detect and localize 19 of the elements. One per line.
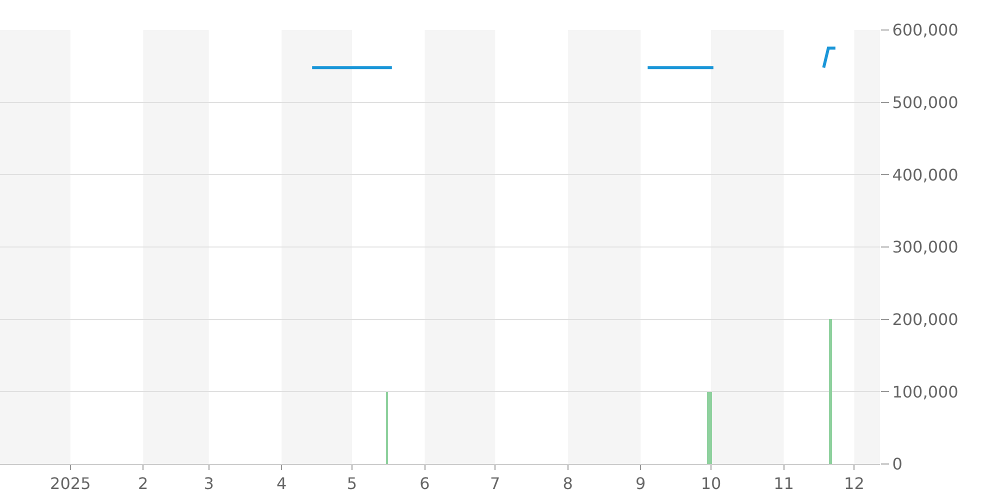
x-tick-label: 9 xyxy=(636,474,646,494)
y-tick-label: 600,000 xyxy=(892,20,958,40)
x-tick-label: 2025 xyxy=(50,474,91,494)
x-tick-label: 6 xyxy=(420,474,430,494)
x-tick-label: 11 xyxy=(774,474,794,494)
x-tick-label: 10 xyxy=(700,474,722,494)
x-tick-label: 7 xyxy=(490,474,500,494)
y-tick-label: 400,000 xyxy=(892,165,958,184)
x-tick-label: 3 xyxy=(204,474,214,494)
x-tick-label: 2 xyxy=(138,474,148,494)
x-tick-label: 4 xyxy=(276,474,287,494)
x-tick-label: 8 xyxy=(562,474,573,494)
y-tick-label: 300,000 xyxy=(892,238,958,257)
y-tick-label: 200,000 xyxy=(892,310,958,329)
x-tick-label: 12 xyxy=(844,474,864,494)
y-tick-label: 500,000 xyxy=(892,92,958,112)
y-tick-label: 100,000 xyxy=(892,382,958,402)
x-tick-label: 5 xyxy=(346,474,358,494)
y-tick-label: 0 xyxy=(892,454,902,474)
